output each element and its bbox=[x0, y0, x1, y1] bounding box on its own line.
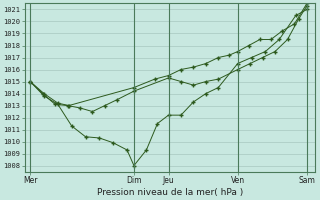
X-axis label: Pression niveau de la mer( hPa ): Pression niveau de la mer( hPa ) bbox=[97, 188, 243, 197]
